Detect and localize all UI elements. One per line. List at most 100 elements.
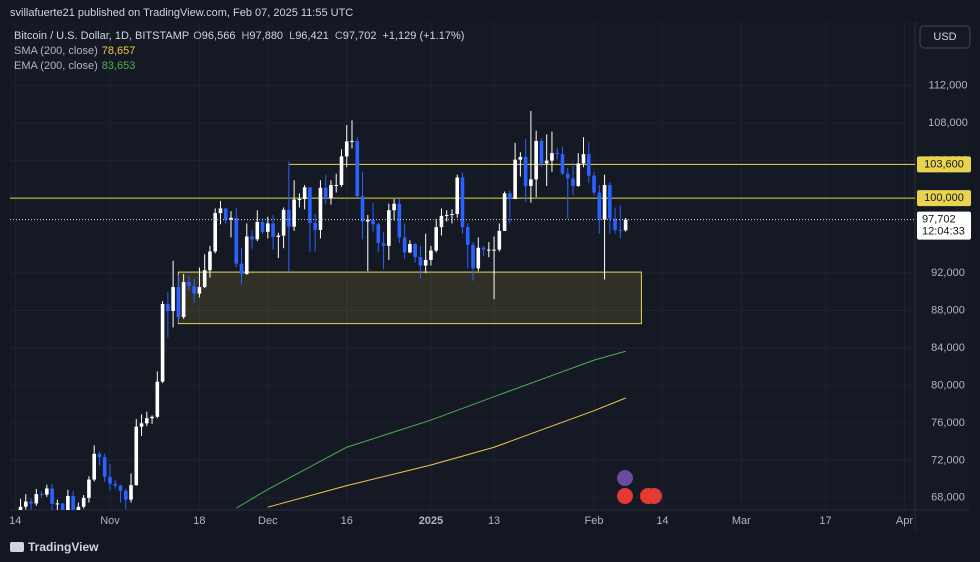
legend-row: EMA (200, close) 83,653	[14, 59, 468, 74]
candle-body	[34, 494, 39, 504]
candle-body	[350, 140, 354, 142]
candle-body	[586, 154, 591, 176]
candle-body	[166, 303, 170, 311]
level-tag	[917, 190, 971, 207]
candle-body	[508, 193, 512, 200]
ohlc-value: 96,421	[295, 30, 329, 42]
y-tick-label: 80,000	[931, 379, 965, 391]
x-tick-label: 13	[488, 515, 500, 527]
candle-body	[239, 263, 244, 274]
y-tick-label: 92,000	[931, 267, 965, 279]
candle-body	[223, 208, 228, 220]
candle-body	[597, 192, 602, 220]
candle-body	[76, 506, 81, 510]
x-tick-label: Mar	[732, 515, 751, 527]
candle-body	[323, 187, 328, 199]
candle-body	[408, 243, 412, 253]
candle-body	[287, 209, 291, 227]
candle-body	[81, 497, 86, 507]
candle-body	[481, 247, 486, 250]
candle-body	[423, 259, 428, 266]
indicator-value: 78,657	[101, 45, 136, 57]
change: +1,129 (+1.17%)	[382, 30, 465, 42]
last-price-tag	[917, 211, 971, 240]
candle-body	[260, 221, 265, 232]
candle-body	[308, 187, 312, 223]
candle-body	[292, 199, 296, 227]
candle-body	[492, 249, 496, 251]
candle-body	[581, 154, 586, 164]
x-tick-label: Apr	[896, 515, 913, 527]
ohlc-value: 96,566	[201, 30, 236, 42]
pane	[10, 22, 970, 510]
candle-body	[613, 218, 617, 230]
candle-body	[313, 222, 317, 230]
candle-body	[145, 418, 149, 424]
candle-body	[244, 236, 249, 274]
candle-body	[502, 193, 507, 231]
candle-body	[155, 381, 160, 417]
candle-body	[534, 140, 538, 180]
candle-body	[418, 257, 423, 266]
y-tick-label: 76,000	[931, 417, 965, 429]
candle-body	[276, 235, 281, 237]
candle-body	[123, 490, 128, 500]
currency[interactable]: USD	[933, 31, 956, 43]
symbol-title: Bitcoin / U.S. Dollar, 1D, BITSTAMP	[14, 30, 190, 42]
x-tick-label: Dec	[258, 515, 278, 527]
ohlc-item: C97,702	[335, 30, 377, 42]
candle-body	[487, 249, 491, 251]
candle-body	[392, 203, 396, 211]
y-tick-label: 72,000	[931, 454, 965, 466]
ohlc-item: O96,566	[193, 30, 235, 42]
candle-body	[39, 494, 44, 496]
event-flag[interactable]	[617, 488, 633, 504]
indicator-name: EMA (200, close)	[14, 60, 98, 72]
candle-body	[18, 506, 23, 510]
candle-body	[334, 184, 339, 186]
candle-body	[476, 247, 481, 269]
candle-body	[365, 219, 370, 222]
x-tick-label: 18	[193, 515, 205, 527]
candle-body	[297, 199, 302, 201]
candle-body	[118, 485, 123, 491]
candle-body	[302, 187, 307, 200]
candle-body	[523, 156, 528, 186]
candle-body	[87, 479, 91, 498]
candle-body	[450, 214, 454, 216]
candle-body	[371, 219, 375, 225]
candle-body	[608, 184, 612, 219]
event-flag[interactable]	[646, 488, 662, 504]
y-tick-label: 88,000	[931, 304, 965, 316]
candle-body	[66, 495, 70, 510]
candle-body	[213, 213, 218, 252]
ohlc-item: H97,880	[241, 30, 283, 42]
currency-button[interactable]	[919, 25, 971, 49]
candle-body	[387, 210, 391, 246]
candle-body	[208, 251, 212, 271]
candle-body	[197, 287, 202, 294]
candle-body	[429, 250, 433, 260]
x-tick-label: 16	[341, 515, 353, 527]
candle-body	[113, 483, 118, 486]
candle-body	[181, 281, 186, 318]
candle-body	[229, 217, 233, 220]
candle-body	[592, 175, 596, 193]
candle-body	[402, 237, 407, 253]
legend-row: SMA (200, close) 78,657	[14, 44, 468, 59]
candle-body	[329, 184, 333, 199]
ohlc-value: 97,880	[249, 30, 284, 42]
ohlc-key: C	[334, 30, 343, 42]
candle-body	[339, 156, 344, 185]
level-tag	[917, 156, 971, 173]
countdown: 12:04:33	[922, 226, 965, 238]
byline: svillafuerte21 published on TradingView.…	[10, 7, 353, 19]
candle-body	[108, 476, 112, 484]
candle-body	[460, 177, 465, 228]
candle-body	[513, 159, 517, 200]
event-icon[interactable]	[617, 470, 633, 486]
candle-body	[544, 160, 549, 164]
x-tick-label: 14	[9, 515, 21, 527]
